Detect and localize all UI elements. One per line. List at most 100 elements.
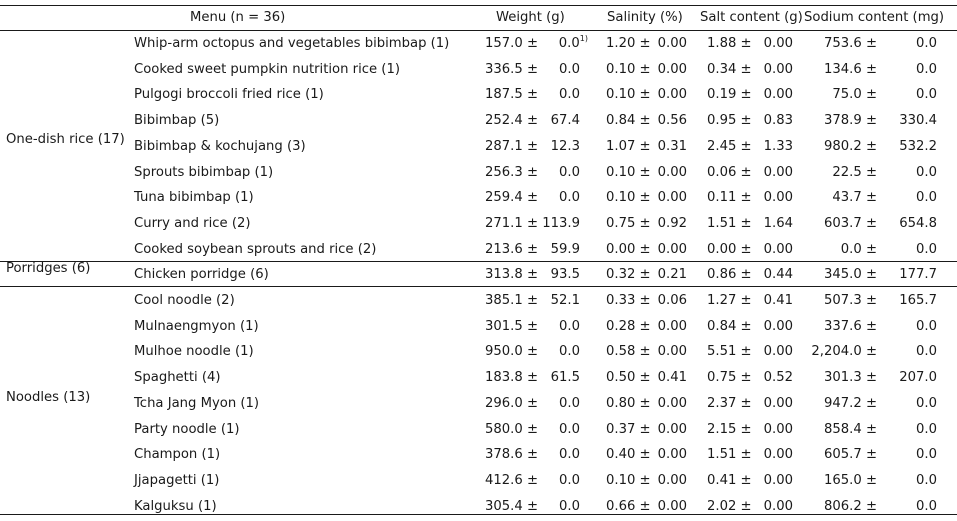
salt-content-sd: 0.00 [763, 61, 793, 77]
menu-cell: Curry and rice (2) [134, 215, 251, 231]
salt-content-mean: 1.27 ± [707, 293, 752, 308]
menu-cell: Tuna bibimbap (1) [134, 190, 254, 206]
sodium-content-mean: 507.3 ± [824, 293, 877, 308]
weight-mean: 157.0 ± [485, 36, 538, 51]
sodium-content-sd: 0.0 [916, 164, 937, 180]
salt-content-sd: 0.00 [763, 190, 793, 206]
salinity-sd: 0.00 [657, 344, 687, 360]
menu-cell: Kalguksu (1) [134, 498, 217, 514]
salinity-sd: 0.00 [657, 421, 687, 437]
table-row: Curry and rice (2) 271.1 ±113.9 0.75 ± 0.92… [0, 211, 957, 236]
salinity-mean: 0.40 ± [606, 447, 651, 463]
sodium-content-sd: 165.7 [899, 293, 937, 308]
salt-content-mean: 2.37 ± [707, 395, 752, 411]
salinity-sd: 0.31 [657, 138, 687, 154]
table-row: Bibimbap (5) 252.4 ± 67.4 0.84 ± 0.56 0.95 ± 0… [0, 108, 957, 133]
weight-sd: 0.0 [559, 498, 580, 514]
salt-content-sd: 0.00 [763, 447, 793, 463]
salinity-sd: 0.00 [657, 318, 687, 334]
sodium-content-mean: 134.6 ± [824, 61, 877, 77]
salt-content-sd: 0.83 [763, 113, 793, 129]
weight-mean: 412.6 ± [485, 472, 538, 488]
salt-content-sd: 0.00 [763, 344, 793, 360]
sodium-content-mean: 947.2 ± [824, 395, 877, 411]
salt-content-mean: 1.88 ± [707, 36, 752, 51]
header-salinity: Salinity (%) [607, 10, 683, 25]
table-row: Mulhoe noodle (1) 950.0 ± 0.0 0.58 ± 0.00 5.5… [0, 339, 957, 364]
salt-content-mean: 1.51 ± [707, 447, 752, 463]
salinity-sd: 0.00 [657, 36, 687, 51]
table-row: Whip-arm octopus and vegetables bibimbap… [0, 31, 957, 56]
table-row: Jjapagetti (1) 412.6 ± 0.0 0.10 ± 0.00 0.41 ±… [0, 468, 957, 493]
weight-mean: 580.0 ± [485, 421, 538, 437]
sodium-content-sd: 0.0 [916, 61, 937, 77]
salinity-sd: 0.92 [657, 215, 687, 231]
sodium-content-mean: 0.0 ± [840, 241, 877, 257]
table-row: Bibimbap & kochujang (3) 287.1 ± 12.3 1.07 … [0, 134, 957, 159]
salt-content-mean: 0.00 ± [707, 241, 752, 257]
salt-content-sd: 0.00 [763, 164, 793, 180]
menu-cell: Sprouts bibimbap (1) [134, 164, 274, 180]
salt-content-mean: 2.15 ± [707, 421, 752, 437]
weight-mean: 313.8 ± [485, 267, 538, 283]
salinity-mean: 0.75 ± [606, 215, 651, 231]
menu-cell: Cool noodle (2) [134, 293, 235, 308]
salinity-sd: 0.00 [657, 61, 687, 77]
salinity-sd: 0.06 [657, 293, 687, 308]
weight-mean: 187.5 ± [485, 87, 538, 103]
salinity-sd: 0.00 [657, 395, 687, 411]
table-row: Cooked soybean sprouts and rice (2) 213.6… [0, 237, 957, 262]
sodium-content-mean: 603.7 ± [824, 215, 877, 231]
menu-cell: Bibimbap (5) [134, 113, 220, 129]
table-row: Cooked sweet pumpkin nutrition rice (1) 3… [0, 57, 957, 82]
salt-content-mean: 0.19 ± [707, 87, 752, 103]
weight-sd: 0.0 [559, 344, 580, 360]
salinity-mean: 1.20 ± [606, 36, 651, 51]
group-label-porridges: Porridges (6) [6, 261, 91, 276]
salt-content-mean: 0.95 ± [707, 113, 752, 129]
salinity-mean: 0.66 ± [606, 498, 651, 514]
table-row: Tuna bibimbap (1) 259.4 ± 0.0 0.10 ± 0.00 0.1… [0, 185, 957, 210]
sodium-content-sd: 0.0 [916, 318, 937, 334]
header-weight: Weight (g) [496, 10, 565, 25]
sodium-content-sd: 330.4 [899, 113, 937, 129]
table-row: Party noodle (1) 580.0 ± 0.0 0.37 ± 0.00 2.15… [0, 417, 957, 442]
weight-sd: 0.0 [559, 190, 580, 206]
menu-cell: Chicken porridge (6) [134, 267, 269, 283]
group-rule-porridges [0, 261, 957, 262]
salt-content-mean: 0.06 ± [707, 164, 752, 180]
sodium-content-mean: 806.2 ± [824, 498, 877, 514]
weight-sd: 0.0 [559, 472, 580, 488]
salinity-mean: 0.32 ± [606, 267, 651, 283]
salt-content-sd: 0.44 [763, 267, 793, 283]
table-row: Kalguksu (1) 305.4 ± 0.0 0.66 ± 0.00 2.02 ± 0.… [0, 494, 957, 519]
menu-cell: Pulgogi broccoli fried rice (1) [134, 87, 324, 103]
sodium-content-mean: 165.0 ± [824, 472, 877, 488]
salinity-mean: 0.80 ± [606, 395, 651, 411]
weight-mean: 378.6 ± [485, 447, 538, 463]
salinity-sd: 0.00 [657, 241, 687, 257]
sodium-content-sd: 532.2 [899, 138, 937, 154]
weight-sd: 52.1 [550, 293, 580, 308]
salt-content-mean: 0.41 ± [707, 472, 752, 488]
bottom-rule [0, 514, 957, 515]
sodium-content-mean: 980.2 ± [824, 138, 877, 154]
sodium-content-sd: 0.0 [916, 241, 937, 257]
salt-content-mean: 5.51 ± [707, 344, 752, 360]
table-row: Tcha Jang Myon (1) 296.0 ± 0.0 0.80 ± 0.00 2.… [0, 391, 957, 416]
weight-mean: 950.0 ± [485, 344, 538, 360]
salinity-mean: 1.07 ± [606, 138, 651, 154]
salinity-mean: 0.50 ± [606, 370, 651, 386]
sodium-content-sd: 0.0 [916, 421, 937, 437]
salt-content-sd: 0.00 [763, 87, 793, 103]
salt-content-sd: 0.52 [763, 370, 793, 386]
top-rule [0, 5, 957, 6]
salt-content-mean: 0.75 ± [707, 370, 752, 386]
menu-cell: Cooked soybean sprouts and rice (2) [134, 241, 377, 257]
salinity-mean: 0.10 ± [606, 164, 651, 180]
weight-mean: 259.4 ± [485, 190, 538, 206]
weight-sd: 113.9 [542, 215, 580, 231]
weight-mean: 183.8 ± [485, 370, 538, 386]
weight-mean: 256.3 ± [485, 164, 538, 180]
salinity-sd: 0.00 [657, 190, 687, 206]
